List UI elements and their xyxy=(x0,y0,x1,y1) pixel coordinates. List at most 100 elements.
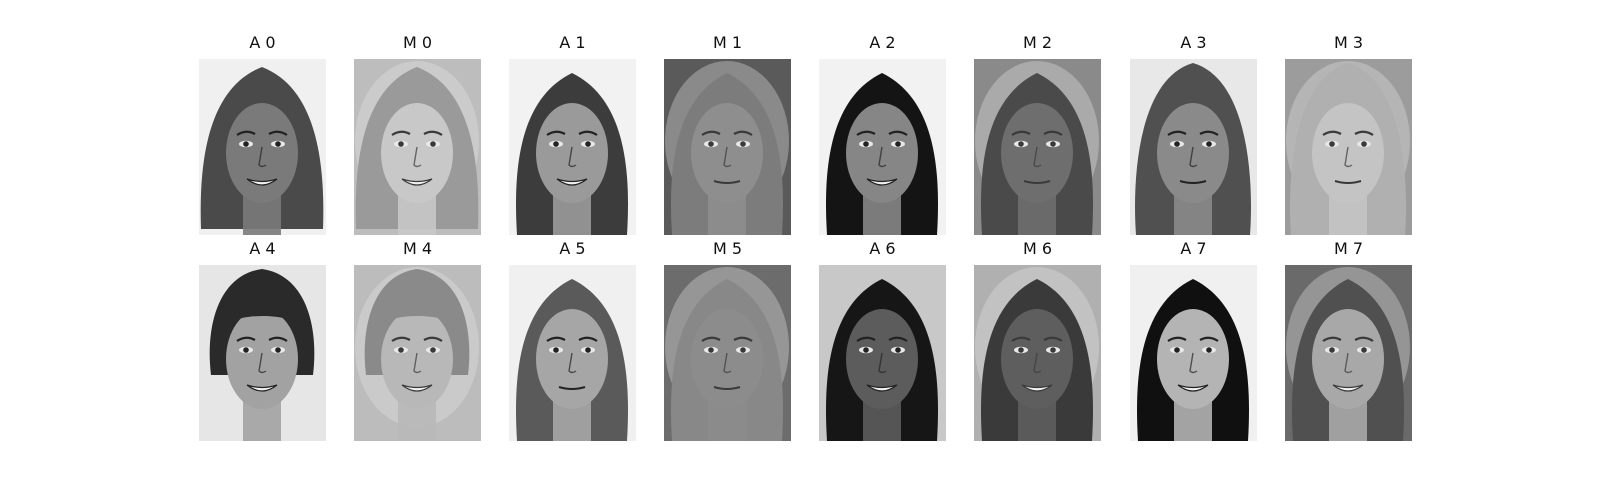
face-drawing xyxy=(354,59,481,235)
face-oval xyxy=(1001,309,1073,409)
eyebrow-left xyxy=(1322,336,1342,342)
mouth-smile xyxy=(1021,384,1053,392)
face-drawing xyxy=(1285,59,1412,235)
eyebrow-left xyxy=(1322,130,1342,136)
face-oval xyxy=(536,103,608,203)
panel-label: A 4 xyxy=(249,239,276,258)
eyebrow-left xyxy=(236,130,256,136)
eyebrow-right xyxy=(733,336,753,342)
face-image xyxy=(1285,265,1412,441)
face-drawing xyxy=(664,265,791,441)
eyebrow-right xyxy=(1043,130,1063,136)
panel-label: M 7 xyxy=(1333,239,1364,258)
mouth xyxy=(713,180,741,184)
eyebrow-right xyxy=(423,130,443,136)
face-oval xyxy=(536,309,608,409)
face-image xyxy=(1285,59,1412,235)
mouth-smile xyxy=(246,384,278,392)
nose xyxy=(1344,146,1353,168)
face-image xyxy=(974,265,1101,441)
face-image xyxy=(509,265,636,441)
pupil-right xyxy=(1206,141,1212,147)
eyebrow-right xyxy=(268,130,288,136)
nose xyxy=(258,352,267,374)
pupil-right xyxy=(1050,347,1056,353)
eyebrow-left xyxy=(1167,336,1187,342)
mouth xyxy=(558,386,586,390)
pupil-right xyxy=(895,347,901,353)
mouth-smile xyxy=(246,178,278,186)
pupil-left xyxy=(553,141,559,147)
eyebrow-left xyxy=(701,336,721,342)
panel-label: M 4 xyxy=(402,239,433,258)
face-drawing xyxy=(509,59,636,235)
pupil-right xyxy=(275,347,281,353)
pupil-right xyxy=(275,141,281,147)
face-image xyxy=(819,59,946,235)
pupil-right xyxy=(1361,347,1367,353)
pupil-right xyxy=(895,141,901,147)
mouth-smile xyxy=(401,384,433,392)
eyebrow-left xyxy=(856,130,876,136)
nose xyxy=(723,352,732,374)
pupil-left xyxy=(708,347,714,353)
eyebrow-right xyxy=(733,130,753,136)
eyebrow-right xyxy=(423,336,443,342)
pupil-left xyxy=(1329,347,1335,353)
fringe xyxy=(380,302,454,325)
eyebrow-right xyxy=(1199,130,1219,136)
face-oval xyxy=(1312,103,1384,203)
pupil-right xyxy=(740,347,746,353)
panel-label: A 3 xyxy=(1180,33,1207,52)
mouth xyxy=(1179,180,1207,184)
face-image xyxy=(509,59,636,235)
face-oval xyxy=(846,309,918,409)
nose xyxy=(1033,146,1042,168)
face-oval xyxy=(1157,309,1229,409)
eyebrow-left xyxy=(391,130,411,136)
panel-label: A 1 xyxy=(559,33,586,52)
pupil-left xyxy=(243,141,249,147)
eyebrow-right xyxy=(1043,336,1063,342)
eyebrow-right xyxy=(268,336,288,342)
pupil-left xyxy=(1329,141,1335,147)
face-image xyxy=(199,265,326,441)
mouth xyxy=(1023,180,1051,184)
panel-label: M 6 xyxy=(1022,239,1053,258)
pupil-right xyxy=(1050,141,1056,147)
pupil-left xyxy=(1174,141,1180,147)
face-image xyxy=(819,265,946,441)
face-oval xyxy=(226,309,298,409)
face-drawing xyxy=(819,265,946,441)
face-image xyxy=(1130,59,1257,235)
face-drawing xyxy=(974,59,1101,235)
nose xyxy=(723,146,732,168)
pupil-left xyxy=(708,141,714,147)
face-image xyxy=(354,265,481,441)
mouth-smile xyxy=(866,384,898,392)
face-drawing xyxy=(819,59,946,235)
eyebrow-left xyxy=(1011,336,1031,342)
panel-label: M 1 xyxy=(712,33,743,52)
pupil-left xyxy=(243,347,249,353)
face-image xyxy=(354,59,481,235)
eyebrow-left xyxy=(701,130,721,136)
eyebrow-right xyxy=(578,130,598,136)
eyebrow-right xyxy=(578,336,598,342)
pupil-left xyxy=(398,347,404,353)
nose xyxy=(1344,352,1353,374)
mouth-smile xyxy=(866,178,898,186)
pupil-right xyxy=(430,347,436,353)
nose xyxy=(1189,352,1198,374)
mouth xyxy=(1334,180,1362,184)
face-oval xyxy=(691,309,763,409)
face-oval xyxy=(1157,103,1229,203)
eyebrow-left xyxy=(1011,130,1031,136)
panel-label: A 5 xyxy=(559,239,586,258)
face-drawing xyxy=(509,265,636,441)
nose xyxy=(1033,352,1042,374)
pupil-right xyxy=(585,347,591,353)
mouth-smile xyxy=(556,178,588,186)
pupil-left xyxy=(863,141,869,147)
